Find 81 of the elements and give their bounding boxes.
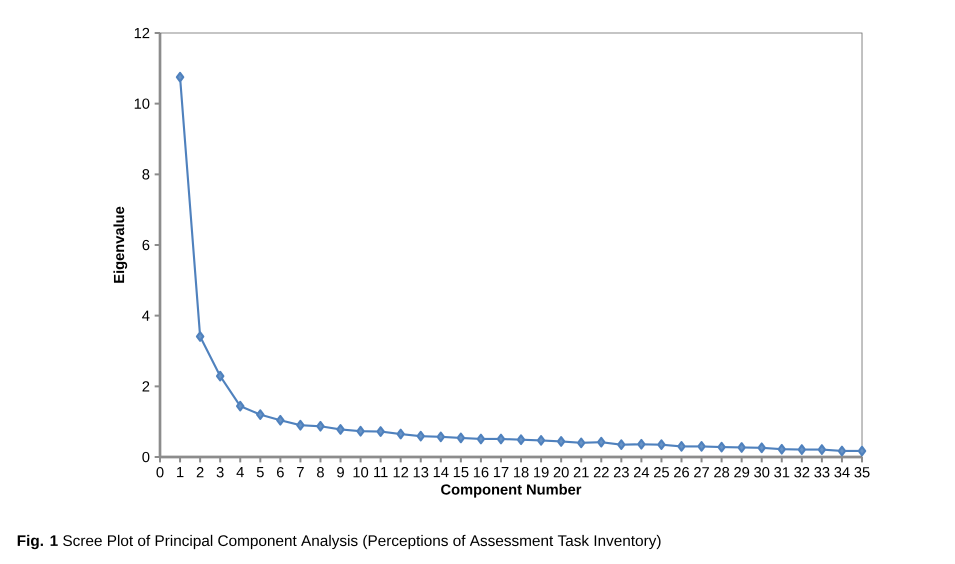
x-tick-label: 23 — [614, 467, 629, 478]
point — [778, 444, 786, 455]
x-tick-label: 30 — [754, 467, 770, 478]
x-tick-label: 17 — [494, 467, 508, 478]
y-tick-label: 0 — [142, 452, 150, 462]
point — [596, 436, 606, 448]
x-tick-label: 2 — [196, 467, 204, 478]
x-tick-label: 4 — [236, 467, 244, 478]
x-tick-label: 32 — [794, 467, 810, 478]
x-tick-label: 16 — [474, 467, 488, 478]
point — [476, 434, 486, 444]
point — [737, 442, 746, 453]
point — [396, 428, 405, 440]
x-tick-label: 15 — [454, 467, 468, 478]
point — [556, 436, 566, 447]
point — [798, 444, 806, 455]
point — [657, 439, 666, 450]
x-tick-label: 25 — [654, 467, 669, 478]
x-tick-label: 13 — [414, 467, 428, 478]
x-tick-label: 33 — [814, 467, 830, 478]
x-tick-label: 35 — [854, 467, 870, 478]
point — [576, 438, 586, 448]
x-tick-label: 28 — [714, 467, 730, 478]
point — [176, 72, 184, 82]
y-tick-label: 10 — [134, 98, 150, 109]
point — [436, 432, 446, 442]
y-axis-title: Eigenvalue — [113, 206, 128, 283]
point — [838, 446, 846, 456]
point — [376, 426, 385, 437]
point — [216, 370, 224, 382]
point — [456, 432, 466, 444]
point — [316, 420, 325, 432]
x-tick-label: 27 — [694, 467, 709, 478]
x-tick-label: 11 — [374, 467, 388, 478]
x-axis-title: Component Number — [441, 484, 582, 498]
point — [236, 400, 245, 412]
x-tick-label: 29 — [734, 467, 750, 478]
y-tick-label: 4 — [142, 310, 150, 321]
x-tick-label: 10 — [354, 467, 368, 478]
point — [296, 420, 305, 431]
y-tick-label: 8 — [142, 169, 150, 180]
x-tick-label: 34 — [834, 467, 850, 478]
point — [717, 442, 726, 452]
x-tick-label: 20 — [554, 467, 569, 478]
point — [416, 430, 426, 442]
x-tick-label: 22 — [594, 467, 609, 478]
x-tick-label: 1 — [177, 467, 184, 478]
point — [617, 439, 626, 450]
point — [536, 435, 546, 446]
x-tick-label: 31 — [774, 467, 790, 478]
x-tick-label: 14 — [434, 467, 449, 478]
x-tick-label: 6 — [277, 467, 284, 478]
x-tick-label: 26 — [674, 467, 689, 478]
x-tick-label: 19 — [534, 467, 549, 478]
x-tick-label: 12 — [394, 467, 408, 478]
point — [858, 446, 866, 456]
point — [196, 331, 204, 342]
x-tick-label: 18 — [514, 467, 529, 478]
point — [677, 441, 686, 452]
x-tick-label: 3 — [216, 467, 224, 478]
point — [757, 442, 766, 454]
text: Fig. 1 Scree Plot of Principal Component Analysis (Perceptions of Assessment Task Inventory) — [18, 534, 661, 550]
x-tick-label: 7 — [297, 467, 304, 478]
point — [697, 441, 706, 452]
point — [256, 409, 265, 420]
point — [818, 444, 826, 455]
x-tick-label: 21 — [574, 467, 589, 478]
x-tick-label: 8 — [317, 467, 324, 478]
y-tick-label: 6 — [142, 240, 150, 250]
x-tick-label: 5 — [256, 467, 264, 478]
point — [516, 434, 526, 446]
x-tick-label: 0 — [156, 467, 164, 478]
point — [276, 414, 285, 426]
y-tick-label: 12 — [134, 28, 150, 38]
point — [336, 424, 345, 435]
x-tick-label: 9 — [337, 467, 344, 478]
y-tick-label: 2 — [142, 381, 150, 392]
x-tick-label: 24 — [634, 467, 650, 478]
point — [356, 426, 365, 437]
point — [637, 438, 646, 450]
point — [496, 434, 506, 444]
